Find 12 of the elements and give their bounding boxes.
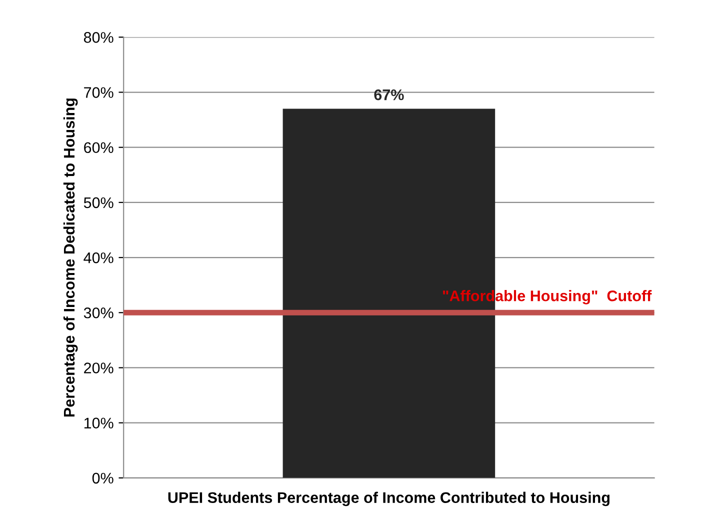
x-tick-label: UPEI Students Percentage of Income Contributed to Housing (168, 492, 610, 506)
y-tick-label: 70% (84, 87, 114, 98)
y-tick-label: 40% (84, 252, 114, 264)
y-tick-label: 0% (92, 472, 114, 484)
y-axis-title: Percentage of Income Dedicated to Housing (63, 98, 78, 417)
y-tick-label: 50% (84, 197, 114, 208)
y-tick-label: 60% (84, 142, 114, 154)
y-tick-label: 10% (84, 418, 114, 428)
y-tick-label: 30% (84, 307, 114, 318)
y-tick-label: 20% (84, 362, 114, 374)
y-tick-label: 80% (84, 32, 114, 43)
data-label: 67% (374, 89, 404, 100)
